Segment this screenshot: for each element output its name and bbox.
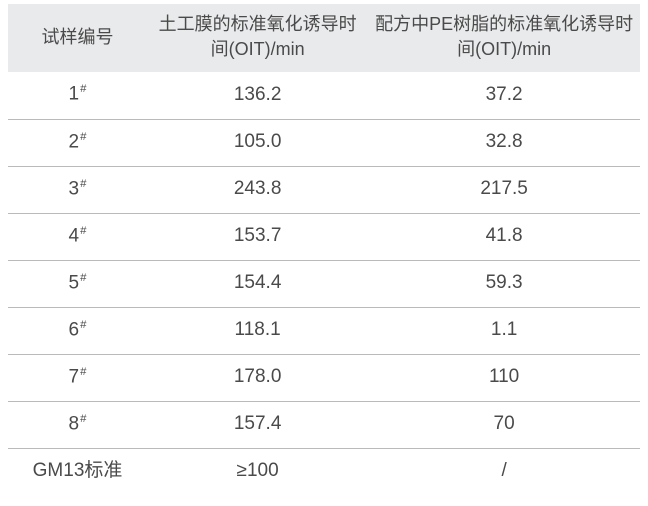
table-body: 1#136.237.22#105.032.83#243.8217.54#153.… [8, 72, 640, 495]
cell-pe-oit: 37.2 [368, 72, 640, 119]
cell-sample: 6# [8, 308, 147, 355]
hash-superscript: # [80, 272, 86, 284]
table-row: GM13标准 ≥100/ [8, 449, 640, 495]
sample-number: 3 [69, 178, 80, 199]
table-row: 1#136.237.2 [8, 72, 640, 119]
hash-superscript: # [80, 413, 86, 425]
cell-pe-oit: 1.1 [368, 308, 640, 355]
cell-pe-oit: 70 [368, 402, 640, 449]
col-header-membrane-oit: 土工膜的标准氧化诱导时间(OIT)/min [147, 4, 368, 72]
cell-sample: 3# [8, 166, 147, 213]
table-row: 5#154.459.3 [8, 260, 640, 307]
cell-sample: 2# [8, 119, 147, 166]
table-row: 7#178.0110 [8, 355, 640, 402]
cell-sample: GM13标准 [8, 449, 147, 495]
table-row: 4#153.741.8 [8, 213, 640, 260]
sample-number: 2 [69, 131, 80, 152]
hash-superscript: # [80, 83, 86, 95]
table-row: 6#118.11.1 [8, 308, 640, 355]
sample-number: 1 [69, 84, 80, 105]
cell-membrane-oit: 154.4 [147, 260, 368, 307]
sample-number: 5 [69, 272, 80, 293]
sample-number: 6 [69, 319, 80, 340]
cell-membrane-oit: 243.8 [147, 166, 368, 213]
oit-table: 试样编号 土工膜的标准氧化诱导时间(OIT)/min 配方中PE树脂的标准氧化诱… [8, 4, 640, 495]
sample-number: 4 [69, 225, 80, 246]
cell-sample: 4# [8, 213, 147, 260]
cell-sample: 5# [8, 260, 147, 307]
cell-pe-oit: / [368, 449, 640, 495]
oit-table-container: 试样编号 土工膜的标准氧化诱导时间(OIT)/min 配方中PE树脂的标准氧化诱… [0, 0, 648, 503]
col-header-sample: 试样编号 [8, 4, 147, 72]
sample-number: 8 [69, 414, 80, 435]
hash-superscript: # [80, 131, 86, 143]
cell-pe-oit: 110 [368, 355, 640, 402]
cell-membrane-oit: 118.1 [147, 308, 368, 355]
cell-sample: 7# [8, 355, 147, 402]
sample-number: 7 [69, 366, 80, 387]
hash-superscript: # [80, 178, 86, 190]
cell-sample: 1# [8, 72, 147, 119]
table-row: 8#157.470 [8, 402, 640, 449]
col-header-pe-oit: 配方中PE树脂的标准氧化诱导时间(OIT)/min [368, 4, 640, 72]
cell-sample: 8# [8, 402, 147, 449]
sample-number: GM13标准 [33, 460, 123, 481]
hash-superscript: # [80, 366, 86, 378]
cell-membrane-oit: 153.7 [147, 213, 368, 260]
hash-superscript: # [80, 225, 86, 237]
cell-membrane-oit: 136.2 [147, 72, 368, 119]
cell-membrane-oit: 157.4 [147, 402, 368, 449]
cell-pe-oit: 32.8 [368, 119, 640, 166]
cell-pe-oit: 41.8 [368, 213, 640, 260]
cell-membrane-oit: 105.0 [147, 119, 368, 166]
hash-superscript: # [80, 319, 86, 331]
table-row: 2#105.032.8 [8, 119, 640, 166]
cell-membrane-oit: ≥100 [147, 449, 368, 495]
cell-pe-oit: 59.3 [368, 260, 640, 307]
table-header-row: 试样编号 土工膜的标准氧化诱导时间(OIT)/min 配方中PE树脂的标准氧化诱… [8, 4, 640, 72]
cell-pe-oit: 217.5 [368, 166, 640, 213]
table-row: 3#243.8217.5 [8, 166, 640, 213]
cell-membrane-oit: 178.0 [147, 355, 368, 402]
